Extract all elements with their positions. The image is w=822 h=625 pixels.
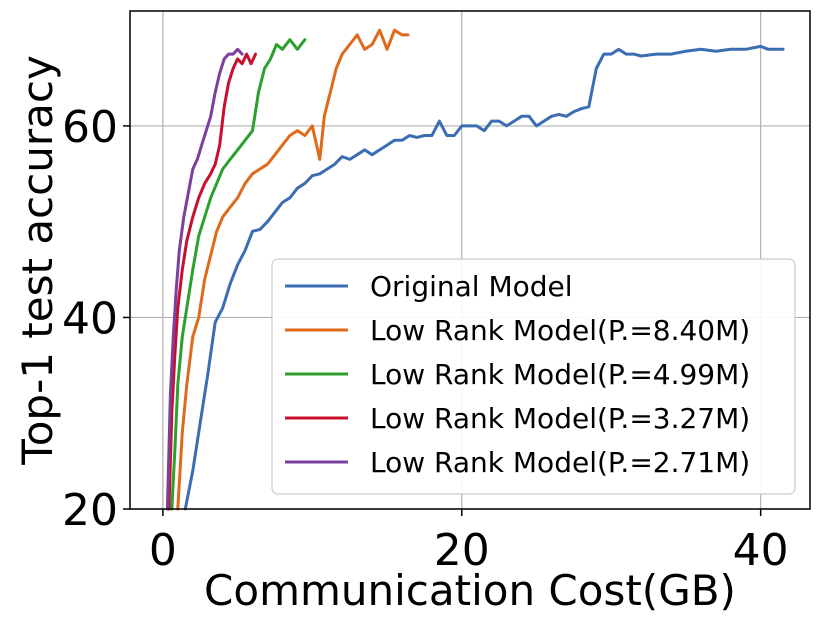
legend-label-8-40m: Low Rank Model(P.=8.40M) [370, 314, 750, 347]
legend: Original Model Low Rank Model(P.=8.40M) … [271, 258, 796, 495]
legend-label-3-27m: Low Rank Model(P.=3.27M) [370, 402, 750, 435]
y-tick-label: 20 [62, 485, 118, 536]
y-tick-label: 40 [62, 293, 118, 344]
x-ticks: 0 20 40 [149, 509, 789, 576]
series-line-4 [165, 47, 244, 511]
series-line-3 [167, 52, 257, 511]
x-axis-label: Communication Cost(GB) [204, 566, 736, 615]
series-line-2 [170, 38, 307, 511]
series-line-1 [176, 28, 410, 511]
y-tick-label: 60 [62, 102, 118, 153]
plot-frame [129, 10, 811, 510]
x-tick-label: 0 [149, 525, 177, 576]
series-lines [165, 28, 785, 511]
series-line-0 [183, 44, 785, 511]
x-tick-label: 40 [733, 525, 789, 576]
legend-box [271, 258, 796, 495]
x-tick-label: 20 [434, 525, 490, 576]
y-ticks: 20 40 60 [62, 102, 130, 536]
legend-label-2-71m: Low Rank Model(P.=2.71M) [370, 446, 750, 479]
y-axis-label: Top-1 test accuracy [13, 55, 62, 466]
legend-label-original: Original Model [370, 270, 573, 303]
legend-label-4-99m: Low Rank Model(P.=4.99M) [370, 358, 750, 391]
